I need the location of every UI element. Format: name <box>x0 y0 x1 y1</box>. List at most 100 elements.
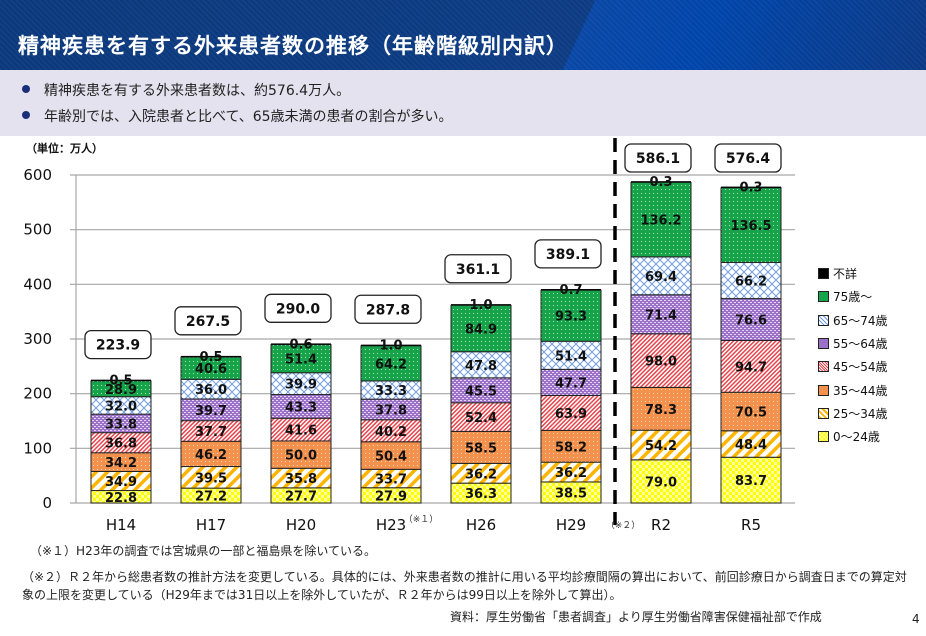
data-label: 0.5 <box>199 350 222 365</box>
legend-label: 25～34歳 <box>833 406 888 421</box>
summary-bullet-text: 年齢別では、入院患者と比べて、65歳未満の患者の割合が多い。 <box>44 109 453 125</box>
bar-segment-35～44歳 <box>630 386 692 431</box>
data-label: 38.5 <box>555 486 587 501</box>
x-tick-label: H14 <box>106 516 136 534</box>
bar-segment-55～64歳 <box>720 298 782 341</box>
data-label: 22.8 <box>105 491 137 506</box>
legend-swatch-icon <box>818 314 829 326</box>
x-tick-label: H29 <box>556 516 586 534</box>
legend-item: 0～24歳 <box>818 425 888 448</box>
page-number: 4 <box>912 612 920 626</box>
data-label: 0.3 <box>739 181 762 196</box>
bar-segment-45～54歳 <box>630 333 692 388</box>
legend-swatch-icon <box>818 291 829 303</box>
total-label-box <box>624 143 692 173</box>
legend-item: 55～64歳 <box>818 332 888 355</box>
bar-segment-65～74歳 <box>630 256 692 296</box>
unit-label: （単位：万人） <box>26 142 103 155</box>
category-note: （※１） <box>404 514 439 525</box>
category-note: （※２） <box>606 520 641 531</box>
legend-label: 35～44歳 <box>833 383 888 398</box>
legend-swatch-icon <box>818 407 829 419</box>
legend-label: 不詳 <box>833 267 858 282</box>
data-label: 34.2 <box>105 456 137 471</box>
footnote-1: （※１）H23年の調査では宮城県の一部と福島県を除いている。 <box>30 544 376 558</box>
x-tick-label: H20 <box>286 516 316 534</box>
bar-segment-55～64歳 <box>540 368 602 396</box>
data-label: 50.4 <box>375 450 407 465</box>
data-label: 66.2 <box>735 275 767 290</box>
bar-segment-75歳～ <box>270 344 332 374</box>
data-label: 69.4 <box>645 270 677 285</box>
y-tick-label: 400 <box>23 275 52 293</box>
y-tick-label: 200 <box>23 385 52 403</box>
bar-segment-不詳 <box>451 304 511 306</box>
data-label: 0.3 <box>649 175 672 190</box>
data-label: 36.0 <box>195 383 227 398</box>
bar-segment-25～34歳 <box>630 429 692 461</box>
total-label-box <box>444 254 512 284</box>
bar-segment-35～44歳 <box>450 430 512 464</box>
total-label: 389.1 <box>546 247 590 263</box>
data-label: 40.6 <box>195 362 227 377</box>
data-label: 136.2 <box>640 214 681 229</box>
bar-segment-45～54歳 <box>450 402 512 432</box>
data-label: 48.4 <box>735 438 767 453</box>
y-tick-label: 300 <box>23 330 52 348</box>
total-label-box <box>534 239 602 269</box>
data-label: 47.8 <box>465 359 497 374</box>
bar-segment-75歳～ <box>540 289 602 342</box>
legend-label: 75歳～ <box>833 290 873 305</box>
bar-segment-65～74歳 <box>720 261 782 300</box>
total-label: 290.0 <box>276 301 321 317</box>
data-label: 27.9 <box>375 489 407 504</box>
bullet-dot-icon <box>22 111 30 119</box>
data-label: 39.7 <box>195 404 227 419</box>
bar-segment-35～44歳 <box>360 441 422 470</box>
x-tick-label: H26 <box>466 516 496 534</box>
data-label: 27.2 <box>195 490 227 505</box>
data-label: 76.6 <box>735 314 767 329</box>
data-label: 51.4 <box>555 349 587 364</box>
legend-item: 65～74歳 <box>818 309 888 332</box>
data-label: 50.0 <box>285 449 317 464</box>
total-label-box <box>714 143 782 173</box>
total-label: 287.8 <box>366 302 410 318</box>
data-label: 0.6 <box>289 337 312 352</box>
bar-segment-55～64歳 <box>630 294 692 335</box>
source-note: 資料：厚生労働省「患者調査」より厚生労働省障害保健福祉部で作成 <box>450 610 822 624</box>
data-label: 47.7 <box>555 376 587 391</box>
y-tick-label: 600 <box>23 166 52 184</box>
data-label: 79.0 <box>645 475 677 490</box>
total-label: 223.9 <box>96 338 140 354</box>
data-label: 37.7 <box>195 425 227 440</box>
legend-swatch-icon <box>818 431 829 443</box>
data-label: 46.2 <box>195 448 227 463</box>
data-label: 41.6 <box>285 424 317 439</box>
data-label: 39.5 <box>195 471 227 486</box>
y-tick-label: 0 <box>42 494 52 512</box>
bar-segment-不詳 <box>631 181 691 183</box>
data-label: 45.5 <box>465 384 497 399</box>
data-label: 52.4 <box>465 411 497 426</box>
data-label: 51.4 <box>285 353 317 368</box>
data-label: 36.8 <box>105 437 137 452</box>
data-label: 39.9 <box>285 378 317 393</box>
data-label: 36.2 <box>465 467 497 482</box>
x-tick-label: R5 <box>741 516 761 534</box>
bar-segment-75歳～ <box>720 187 782 263</box>
bar-segment-不詳 <box>181 355 241 358</box>
legend-item: 35～44歳 <box>818 378 888 401</box>
data-label: 32.0 <box>105 399 137 414</box>
data-label: 0.5 <box>109 374 132 389</box>
data-label: 83.7 <box>735 474 767 489</box>
data-label: 58.2 <box>555 440 587 455</box>
total-label: 576.4 <box>726 151 771 167</box>
total-label-box <box>354 294 422 324</box>
legend-swatch-icon <box>818 384 829 396</box>
data-label: 27.7 <box>285 489 317 504</box>
bar-segment-75歳～ <box>450 304 512 353</box>
total-label: 361.1 <box>456 262 500 278</box>
data-label: 40.2 <box>375 425 407 440</box>
